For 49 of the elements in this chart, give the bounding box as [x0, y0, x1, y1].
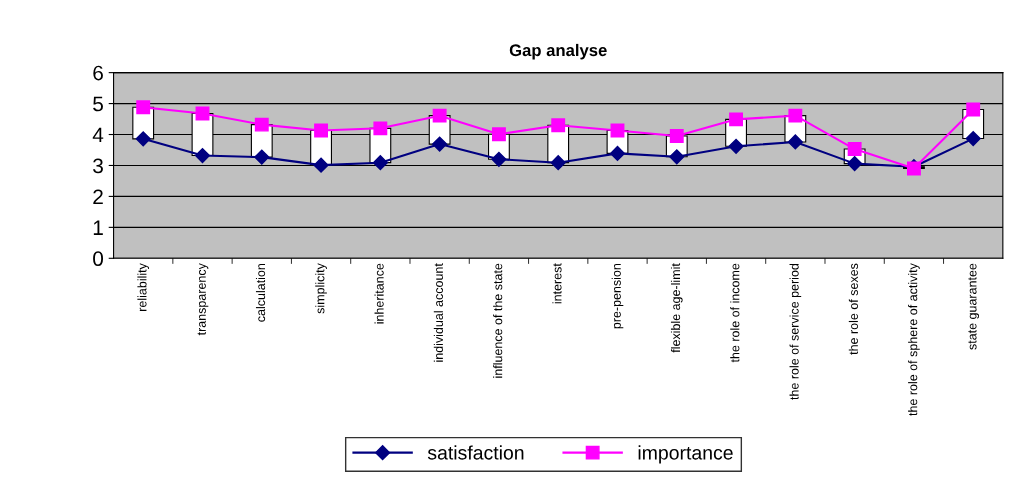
- x-tick-label: inheritance: [374, 263, 384, 324]
- point: [135, 131, 151, 147]
- point: [136, 100, 151, 115]
- x-tick-label: simplicity: [315, 263, 327, 314]
- point: [194, 147, 211, 164]
- x-tick-label: flexible age-limit: [670, 263, 683, 353]
- x-tick-label: influence of the state: [493, 263, 503, 378]
- y-tick-label: 4: [92, 127, 104, 143]
- y-tick-label: 1: [93, 220, 103, 235]
- y-tick-label: 6: [93, 65, 103, 81]
- x-tick-label: reliability: [137, 263, 150, 311]
- point: [966, 102, 981, 117]
- point: [491, 151, 507, 167]
- x-tick-label: interest: [552, 263, 562, 304]
- y-tick-label: 0: [93, 251, 104, 267]
- point: [787, 134, 803, 150]
- y-tick-label: 3: [93, 158, 103, 174]
- point: [729, 112, 744, 127]
- legend-label: importance: [638, 445, 733, 464]
- point: [432, 136, 448, 152]
- point: [669, 129, 684, 144]
- point: [551, 118, 566, 133]
- point: [669, 149, 685, 165]
- point: [314, 123, 329, 138]
- x-tick-label: calculation: [255, 263, 266, 322]
- point: [550, 155, 566, 171]
- x-tick-label: the role of service period: [789, 263, 802, 400]
- point: [373, 121, 388, 136]
- point: [609, 145, 626, 161]
- point: [372, 155, 388, 171]
- point: [313, 157, 329, 173]
- y-tick-label: 2: [93, 189, 103, 204]
- x-tick-label: the role of income: [730, 263, 740, 363]
- point: [491, 127, 506, 142]
- point: [788, 108, 803, 123]
- point: [728, 138, 744, 154]
- y-tick-label: 5: [93, 96, 103, 112]
- x-tick-label: the role of sphere of activity: [908, 263, 920, 416]
- x-tick-label: pre-pension: [611, 263, 624, 329]
- point: [254, 149, 270, 165]
- x-tick-label: transparency: [197, 263, 209, 336]
- point: [965, 130, 981, 147]
- point: [254, 117, 269, 132]
- x-tick-label: individual account: [433, 263, 443, 362]
- point: [432, 108, 447, 123]
- x-tick-label: state guarantee: [968, 263, 980, 350]
- chart-title: Gap analyse: [509, 43, 607, 60]
- x-tick-label: the role of sexes: [848, 263, 858, 355]
- legend-label: satisfaction: [427, 445, 524, 460]
